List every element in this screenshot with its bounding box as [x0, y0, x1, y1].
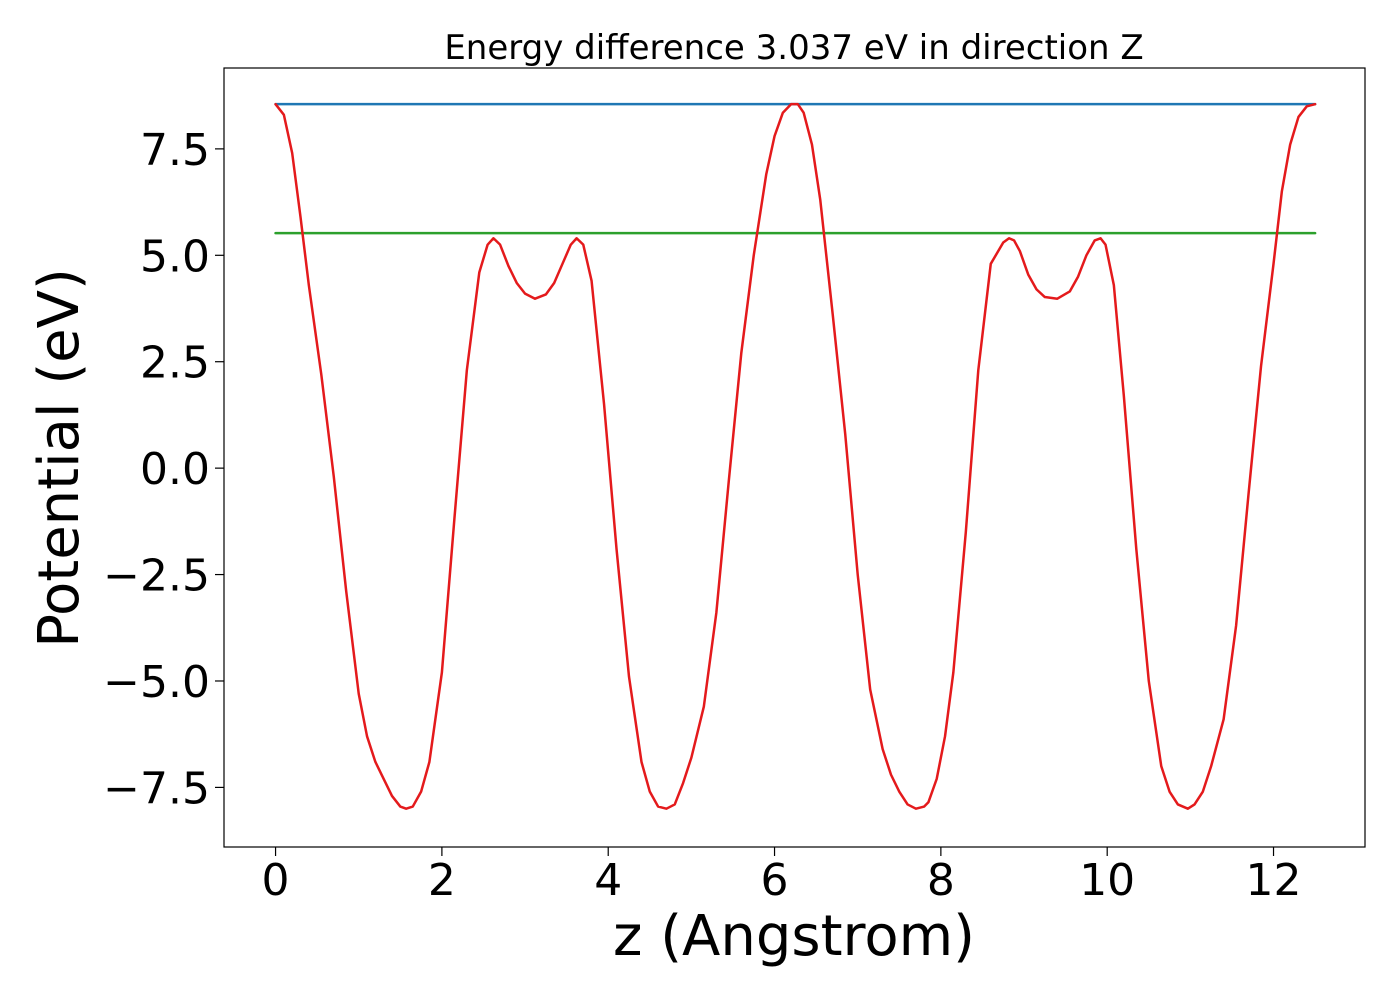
x-axis: 0 2 4 6 8 10 12: [262, 847, 1302, 906]
plot-frame: [223, 67, 1366, 848]
x-tick-label: 10: [1079, 855, 1135, 906]
y-tick-label: −7.5: [103, 763, 210, 814]
series-line-3: [274, 102, 1317, 810]
y-tick-label: 0.0: [140, 444, 210, 495]
y-tick-label: −5.0: [103, 657, 210, 708]
x-tick-label: 4: [594, 855, 622, 906]
series-layer: [274, 102, 1317, 810]
x-tick-label: 8: [927, 855, 955, 906]
y-axis: −7.5 −5.0 −2.5 0.0 2.5 5.0 7.5: [103, 125, 224, 814]
y-axis-label: Potential (eV): [27, 268, 92, 648]
y-tick-label: 5.0: [140, 231, 210, 282]
x-axis-label: z (Angstrom): [613, 904, 975, 969]
y-tick-label: 2.5: [140, 338, 210, 389]
y-tick-label: 7.5: [140, 125, 210, 176]
chart-title: Energy difference 3.037 eV in direction …: [444, 28, 1143, 68]
x-tick-label: 2: [428, 855, 456, 906]
x-tick-label: 6: [761, 855, 789, 906]
x-tick-label: 0: [262, 855, 290, 906]
x-tick-label: 12: [1246, 855, 1302, 906]
y-tick-label: −2.5: [103, 551, 210, 602]
